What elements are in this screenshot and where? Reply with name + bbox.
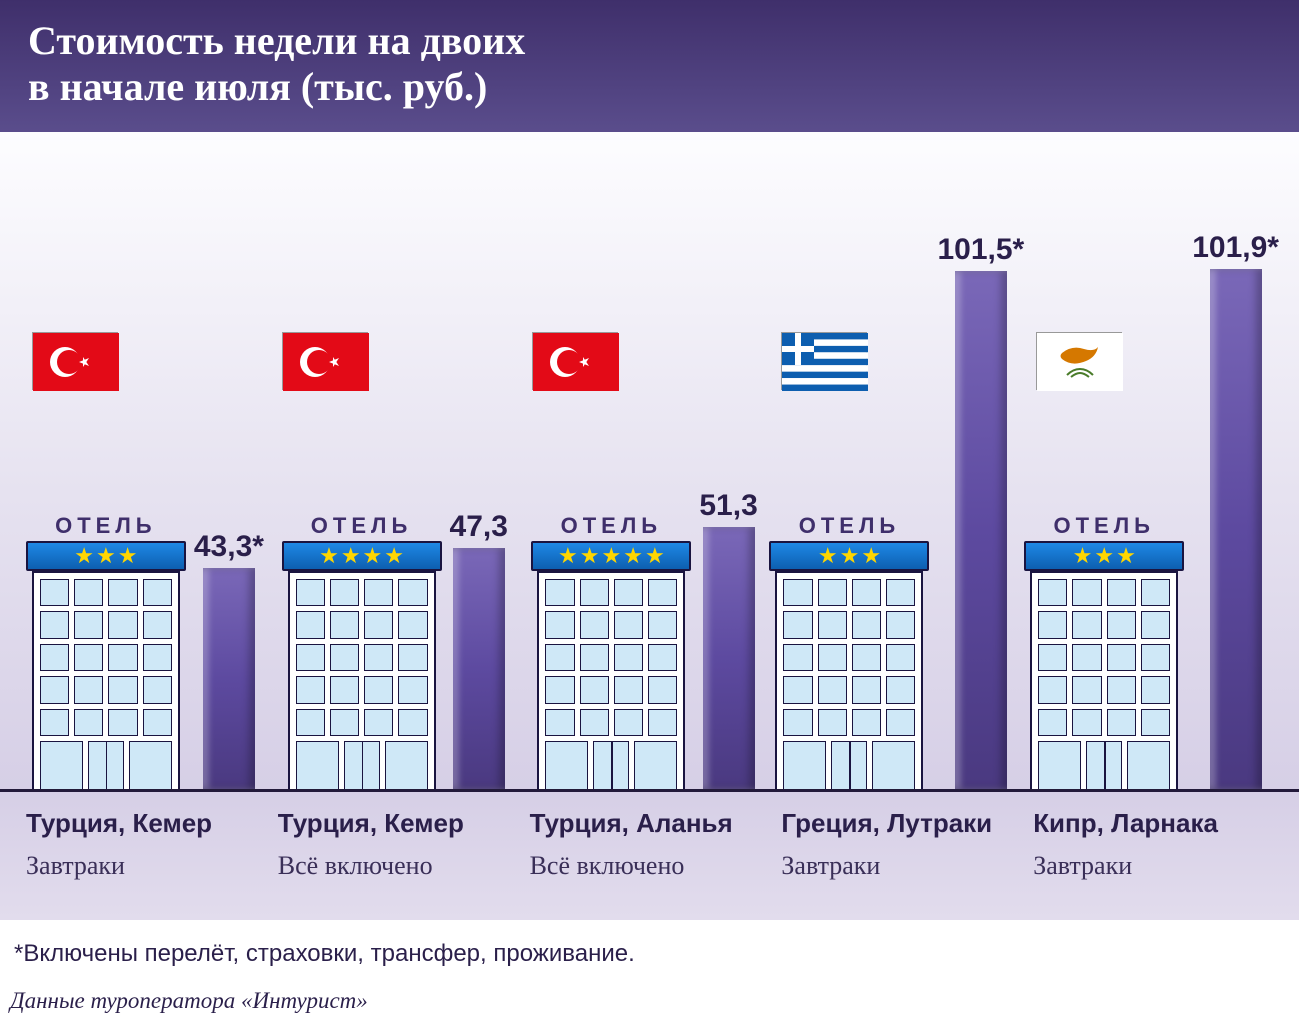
bar-value-label: 43,3* [194,530,264,564]
meal-label: Всё включено [278,851,518,881]
bar-value-label: 101,5* [937,233,1024,267]
source: Данные туроператора «Интурист» [0,974,1299,1024]
hotel-block: ОТЕЛЬ★★★★★ [531,513,691,789]
destination-label: Кипр, Ларнака [1033,808,1273,839]
chart-area: ОТЕЛЬ★★★43,3* ОТЕЛЬ★★★★47,3 ОТЕЛЬ★★★★★51… [0,132,1299,792]
building-icon [32,571,180,789]
star-rating: ★★★★★ [531,541,691,571]
bar-wrap: 47,3 [450,510,508,789]
hotel-block: ОТЕЛЬ★★★ [26,513,186,789]
turkey-flag-icon [282,332,368,390]
star-icon: ★ [580,545,600,567]
hotel-block: ОТЕЛЬ★★★★ [282,513,442,789]
star-icon: ★ [602,545,622,567]
greece-flag-icon [781,332,867,390]
label-cell: Греция, Лутраки Завтраки [775,802,1027,920]
hotel-label: ОТЕЛЬ [1024,513,1184,539]
bar-wrap: 51,3 [699,489,757,789]
star-icon: ★ [861,545,881,567]
star-icon: ★ [623,545,643,567]
chart-column: ОТЕЛЬ★★★★47,3 [270,132,520,789]
destination-label: Турция, Кемер [26,808,266,839]
star-icon: ★ [1094,545,1114,567]
star-icon: ★ [341,545,361,567]
star-icon: ★ [363,545,383,567]
star-icon: ★ [118,545,138,567]
label-cell: Турция, Кемер Завтраки [20,802,272,920]
star-rating: ★★★★ [282,541,442,571]
labels-row: Турция, Кемер Завтраки Турция, Кемер Всё вк… [0,792,1299,920]
footnote: *Включены перелёт, страховки, трансфер, … [0,920,1299,974]
bar-wrap: 101,9* [1192,231,1279,789]
label-cell: Турция, Аланья Всё включено [524,802,776,920]
title-line-1: Стоимость недели на двоих [28,18,1271,64]
bar-value-label: 51,3 [699,489,757,523]
chart-column: ОТЕЛЬ★★★101,9* [1024,132,1279,789]
cyprus-flag-icon [1036,332,1122,390]
meal-label: Завтраки [26,851,266,881]
star-icon: ★ [319,545,339,567]
destination-label: Турция, Аланья [530,808,770,839]
label-cell: Турция, Кемер Всё включено [272,802,524,920]
building-icon [775,571,923,789]
hotel-label: ОТЕЛЬ [282,513,442,539]
hotel-block: ОТЕЛЬ★★★ [1024,513,1184,789]
star-icon: ★ [1116,545,1136,567]
star-rating: ★★★ [769,541,929,571]
star-icon: ★ [558,545,578,567]
bar [1210,269,1262,789]
meal-label: Завтраки [781,851,1021,881]
star-rating: ★★★ [26,541,186,571]
building-icon [288,571,436,789]
destination-label: Турция, Кемер [278,808,518,839]
bar-wrap: 43,3* [194,530,264,789]
turkey-flag-icon [532,332,618,390]
meal-label: Всё включено [530,851,770,881]
bar [955,271,1007,789]
destination-label: Греция, Лутраки [781,808,1021,839]
star-rating: ★★★ [1024,541,1184,571]
meal-label: Завтраки [1033,851,1273,881]
star-icon: ★ [96,545,116,567]
star-icon: ★ [818,545,838,567]
chart-column: ОТЕЛЬ★★★43,3* [20,132,270,789]
star-icon: ★ [1073,545,1093,567]
bar [703,527,755,789]
bar-value-label: 47,3 [450,510,508,544]
hotel-label: ОТЕЛЬ [531,513,691,539]
bar-value-label: 101,9* [1192,231,1279,265]
chart-column: ОТЕЛЬ★★★101,5* [769,132,1024,789]
star-icon: ★ [74,545,94,567]
bar-wrap: 101,5* [937,233,1024,789]
hotel-block: ОТЕЛЬ★★★ [769,513,929,789]
hotel-label: ОТЕЛЬ [769,513,929,539]
chart-column: ОТЕЛЬ★★★★★51,3 [520,132,770,789]
bar [453,548,505,789]
building-icon [1030,571,1178,789]
star-icon: ★ [840,545,860,567]
star-icon: ★ [645,545,665,567]
title-line-2: в начале июля (тыс. руб.) [28,64,1271,110]
label-cell: Кипр, Ларнака Завтраки [1027,802,1279,920]
star-icon: ★ [384,545,404,567]
hotel-label: ОТЕЛЬ [26,513,186,539]
bar [203,568,255,789]
chart-title: Стоимость недели на двоих в начале июля … [0,0,1299,132]
building-icon [537,571,685,789]
turkey-flag-icon [32,332,118,390]
